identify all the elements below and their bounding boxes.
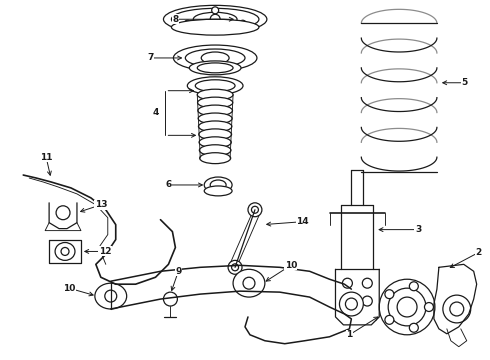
Text: 10: 10 (63, 284, 75, 293)
Ellipse shape (172, 19, 259, 35)
Ellipse shape (204, 186, 232, 196)
Circle shape (184, 20, 191, 27)
Text: 9: 9 (175, 267, 182, 276)
Ellipse shape (189, 61, 241, 75)
Circle shape (409, 323, 418, 332)
Circle shape (239, 20, 246, 27)
Circle shape (409, 282, 418, 291)
Text: 11: 11 (40, 153, 52, 162)
Ellipse shape (198, 121, 232, 132)
Ellipse shape (199, 137, 231, 148)
Text: 4: 4 (152, 108, 159, 117)
Text: 7: 7 (147, 53, 154, 62)
Text: 14: 14 (296, 217, 309, 226)
Circle shape (379, 279, 435, 335)
Text: 13: 13 (95, 200, 107, 209)
Ellipse shape (55, 243, 75, 260)
Ellipse shape (95, 283, 127, 309)
Ellipse shape (199, 129, 232, 140)
Ellipse shape (197, 97, 233, 108)
Circle shape (424, 302, 434, 311)
Circle shape (385, 290, 394, 299)
Circle shape (212, 7, 219, 14)
Text: 10: 10 (285, 261, 297, 270)
Ellipse shape (198, 105, 232, 116)
Ellipse shape (233, 269, 265, 297)
Ellipse shape (173, 45, 257, 71)
Text: 2: 2 (475, 248, 482, 257)
Ellipse shape (164, 5, 267, 33)
Circle shape (228, 260, 242, 274)
Ellipse shape (197, 89, 233, 100)
Text: 8: 8 (172, 15, 178, 24)
Circle shape (340, 292, 363, 316)
Circle shape (248, 203, 262, 217)
Ellipse shape (199, 145, 231, 156)
Text: 3: 3 (415, 225, 421, 234)
Circle shape (164, 292, 177, 306)
Text: 5: 5 (462, 78, 468, 87)
Circle shape (443, 295, 471, 323)
Text: 1: 1 (346, 330, 352, 339)
Circle shape (385, 315, 394, 324)
Ellipse shape (198, 113, 232, 124)
Ellipse shape (199, 153, 231, 164)
Text: 12: 12 (98, 247, 111, 256)
Ellipse shape (204, 177, 232, 193)
Text: 6: 6 (165, 180, 172, 189)
Ellipse shape (187, 77, 243, 95)
